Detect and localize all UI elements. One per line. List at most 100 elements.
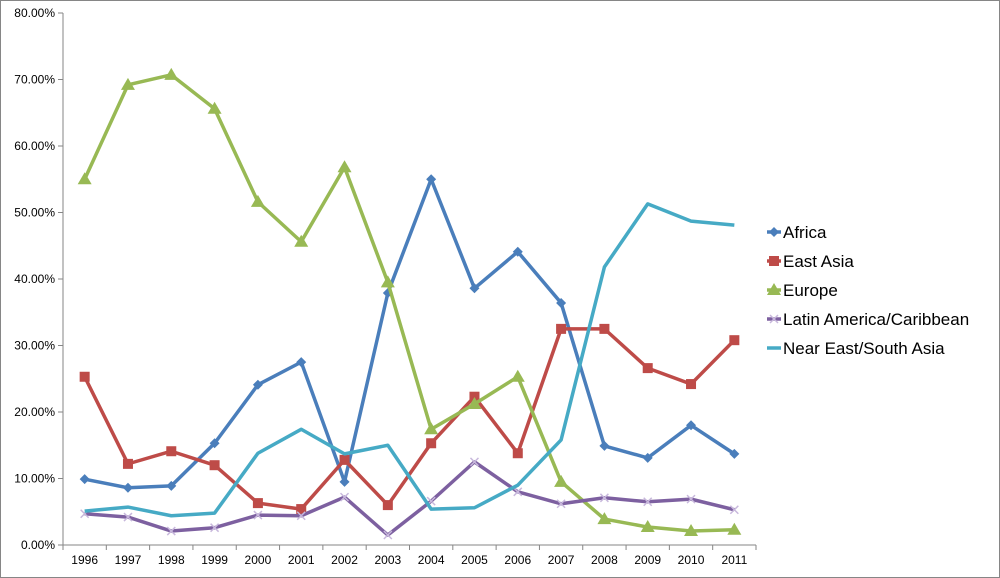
data-point-x <box>643 497 653 507</box>
data-point-x <box>383 530 393 540</box>
x-tick-label: 2010 <box>678 553 705 567</box>
data-point-triangle <box>727 522 742 535</box>
x-tick-label: 1996 <box>71 553 98 567</box>
data-point-triangle <box>120 77 135 90</box>
legend-label: Near East/South Asia <box>783 339 945 358</box>
y-tick-label: 70.00% <box>14 73 55 87</box>
data-point-square <box>252 498 263 509</box>
data-point-square <box>426 438 437 449</box>
data-point-triangle <box>164 67 179 80</box>
data-point-square <box>296 504 307 515</box>
data-point-square <box>769 256 779 266</box>
data-point-x <box>729 505 739 515</box>
data-point-square <box>642 363 653 374</box>
data-point-triangle <box>597 512 612 525</box>
series-line <box>83 73 735 533</box>
legend-item: Europe <box>767 281 838 300</box>
series-near-east-south-asia <box>84 202 735 518</box>
data-point-square <box>122 458 133 469</box>
x-tick-label: 2000 <box>245 553 272 567</box>
legend-label: Latin America/Caribbean <box>783 310 969 329</box>
legend-item: Africa <box>767 223 827 242</box>
data-point-x <box>253 510 263 520</box>
data-point-x <box>686 494 696 504</box>
data-point-x <box>599 493 609 503</box>
x-tick-label: 2003 <box>374 553 401 567</box>
data-point-square <box>79 371 90 382</box>
data-point-diamond <box>166 480 177 491</box>
y-tick-label: 10.00% <box>14 472 55 486</box>
data-point-diamond <box>296 357 307 368</box>
series-line <box>84 177 736 490</box>
data-point-x <box>556 499 566 509</box>
data-point-triangle <box>640 520 655 533</box>
data-point-x <box>123 512 133 522</box>
data-point-square <box>469 391 480 402</box>
data-point-triangle <box>554 474 569 487</box>
data-point-diamond <box>469 283 480 294</box>
x-tick-label: 1997 <box>115 553 142 567</box>
data-point-x <box>469 457 479 467</box>
data-point-diamond <box>339 476 350 487</box>
data-point-square <box>512 448 523 459</box>
series-europe <box>77 67 742 537</box>
data-point-triangle <box>467 397 482 410</box>
data-point-square <box>339 454 350 465</box>
x-tick-label: 2002 <box>331 553 358 567</box>
legend-label: Europe <box>783 281 838 300</box>
data-point-triangle <box>77 172 92 185</box>
data-point-diamond <box>79 474 90 485</box>
y-tick-label: 30.00% <box>14 339 55 353</box>
data-point-triangle <box>767 283 781 295</box>
x-tick-label: 2011 <box>721 553 747 567</box>
x-tick-label: 1999 <box>201 553 228 567</box>
data-point-square <box>556 323 567 334</box>
data-point-diamond <box>122 482 133 493</box>
data-point-square <box>686 379 697 390</box>
series-latin-america-caribbean <box>80 457 739 540</box>
data-point-x <box>340 492 350 502</box>
data-point-triangle <box>684 524 699 537</box>
data-point-diamond <box>426 174 437 185</box>
x-tick-label: 2009 <box>634 553 661 567</box>
data-point-x <box>769 314 779 324</box>
legend-label: East Asia <box>783 252 854 271</box>
data-point-diamond <box>729 448 740 459</box>
data-point-square <box>209 460 220 471</box>
data-point-x <box>210 523 220 533</box>
data-point-triangle <box>510 369 525 382</box>
data-point-diamond <box>642 452 653 463</box>
data-point-diamond <box>209 438 220 449</box>
data-point-x <box>513 487 523 497</box>
data-point-triangle <box>207 101 222 114</box>
series-line <box>84 460 735 537</box>
data-point-triangle <box>250 194 265 207</box>
y-tick-label: 60.00% <box>14 139 55 153</box>
x-tick-label: 2001 <box>288 553 315 567</box>
data-point-triangle <box>424 422 439 435</box>
data-point-diamond <box>769 227 779 237</box>
series-africa <box>79 174 740 493</box>
data-point-diamond <box>252 379 263 390</box>
legend-item: East Asia <box>767 252 854 271</box>
data-point-diamond <box>512 246 523 257</box>
x-tick-label: 2006 <box>504 553 531 567</box>
y-tick-label: 0.00% <box>21 538 55 552</box>
data-point-diamond <box>556 297 567 308</box>
x-tick-label: 2008 <box>591 553 618 567</box>
data-point-x <box>296 511 306 521</box>
data-point-triangle <box>337 160 352 173</box>
legend-item: Near East/South Asia <box>767 339 945 358</box>
y-tick-label: 50.00% <box>14 206 55 220</box>
data-point-triangle <box>294 234 309 247</box>
y-tick-label: 40.00% <box>14 272 55 286</box>
series-line <box>84 202 735 518</box>
y-tick-label: 80.00% <box>14 6 55 20</box>
data-point-square <box>382 500 393 511</box>
x-tick-label: 1998 <box>158 553 185 567</box>
x-tick-label: 2004 <box>418 553 445 567</box>
legend-label: Africa <box>783 223 827 242</box>
y-tick-label: 20.00% <box>14 405 55 419</box>
